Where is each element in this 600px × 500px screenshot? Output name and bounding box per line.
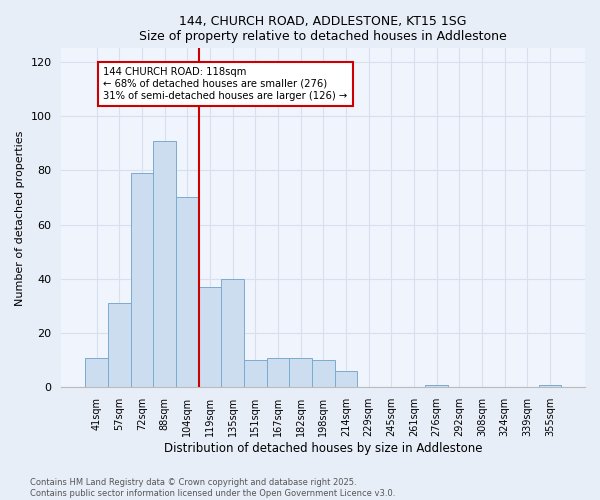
Bar [199, 287, 221, 388]
Bar [244, 360, 266, 388]
Bar [131, 173, 153, 388]
Bar [108, 304, 131, 388]
Bar [176, 198, 199, 388]
Y-axis label: Number of detached properties: Number of detached properties [15, 130, 25, 306]
X-axis label: Distribution of detached houses by size in Addlestone: Distribution of detached houses by size … [164, 442, 482, 455]
Bar [539, 384, 561, 388]
Bar [85, 358, 108, 388]
Bar [335, 371, 357, 388]
Text: 144 CHURCH ROAD: 118sqm
← 68% of detached houses are smaller (276)
31% of semi-d: 144 CHURCH ROAD: 118sqm ← 68% of detache… [103, 68, 347, 100]
Bar [153, 140, 176, 388]
Bar [289, 358, 312, 388]
Bar [312, 360, 335, 388]
Text: Contains HM Land Registry data © Crown copyright and database right 2025.
Contai: Contains HM Land Registry data © Crown c… [30, 478, 395, 498]
Bar [425, 384, 448, 388]
Bar [266, 358, 289, 388]
Bar [221, 279, 244, 388]
Title: 144, CHURCH ROAD, ADDLESTONE, KT15 1SG
Size of property relative to detached hou: 144, CHURCH ROAD, ADDLESTONE, KT15 1SG S… [139, 15, 507, 43]
